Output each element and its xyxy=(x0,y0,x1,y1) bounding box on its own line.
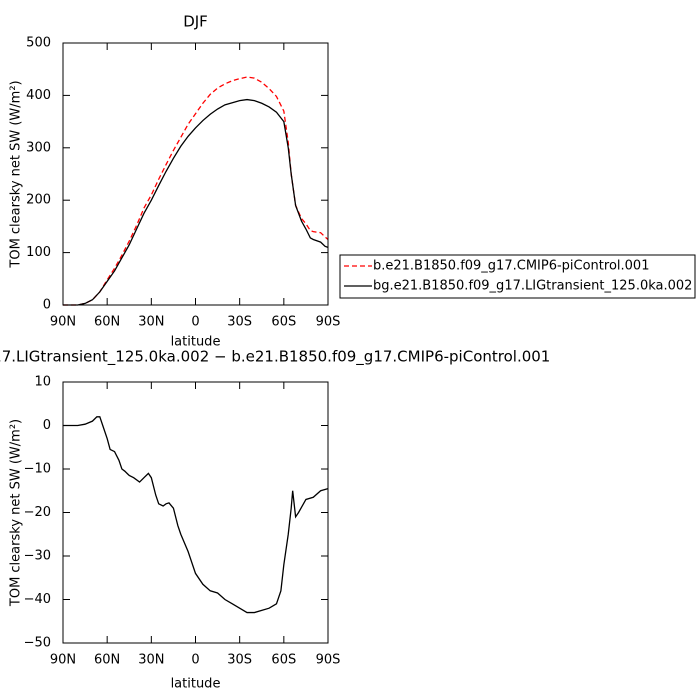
plot-frame xyxy=(62,42,329,306)
x-tick-label: 30S xyxy=(227,653,252,668)
x-axis-label: latitude xyxy=(171,677,221,692)
x-tick-label: 60N xyxy=(94,653,120,668)
x-tick-label: 30S xyxy=(227,315,252,330)
x-tick-label: 90S xyxy=(316,315,341,330)
chart-title: bg.e21.B1850.f09_g17.LIGtransient_125.0k… xyxy=(0,348,550,367)
y-tick-label: −20 xyxy=(24,505,51,520)
plot-frame xyxy=(62,381,329,644)
chart-title: DJF xyxy=(183,13,208,31)
y-tick-label: −10 xyxy=(24,462,51,477)
x-tick-label: 60S xyxy=(271,315,296,330)
y-tick-label: 300 xyxy=(26,140,51,155)
y-tick-label: 10 xyxy=(34,375,51,390)
legend-label: bg.e21.B1850.f09_g17.LIGtransient_125.0k… xyxy=(373,279,692,294)
y-tick-label: 0 xyxy=(43,298,51,313)
x-tick-label: 0 xyxy=(191,653,199,668)
x-tick-label: 60S xyxy=(271,653,296,668)
y-tick-label: 400 xyxy=(26,88,51,103)
y-tick-label: 500 xyxy=(26,36,51,51)
y-axis-label: TOM clearsky net SW (W/m²) xyxy=(9,419,24,607)
data-line xyxy=(63,76,329,306)
x-tick-label: 90S xyxy=(316,653,341,668)
y-axis-label: TOM clearsky net SW (W/m²) xyxy=(9,80,24,268)
x-tick-label: 30N xyxy=(138,315,164,330)
x-tick-label: 90N xyxy=(50,653,76,668)
y-tick-label: 100 xyxy=(26,245,51,260)
x-tick-label: 90N xyxy=(50,315,76,330)
legend-label: b.e21.B1850.f09_g17.CMIP6-piControl.001 xyxy=(373,259,649,274)
x-axis-label: latitude xyxy=(171,335,221,350)
y-tick-label: −50 xyxy=(24,636,51,651)
x-tick-label: 30N xyxy=(138,653,164,668)
y-tick-label: −40 xyxy=(24,592,51,607)
legend-box xyxy=(339,254,696,299)
x-tick-label: 0 xyxy=(191,315,199,330)
y-tick-label: 200 xyxy=(26,193,51,208)
data-line xyxy=(63,98,329,306)
x-tick-label: 60N xyxy=(94,315,120,330)
data-line xyxy=(63,416,329,614)
y-tick-label: −30 xyxy=(24,549,51,564)
y-tick-label: 0 xyxy=(43,418,51,433)
